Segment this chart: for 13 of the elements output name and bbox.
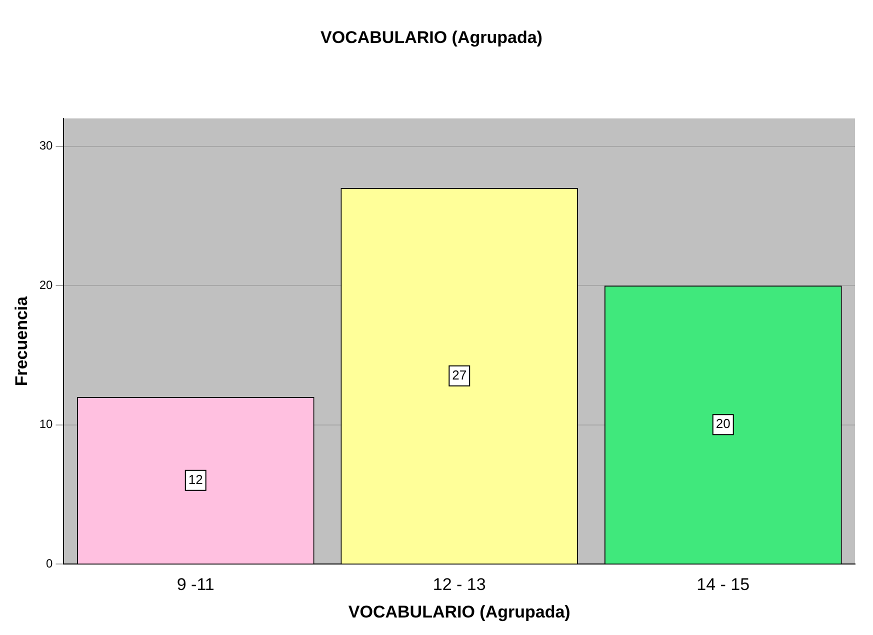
y-tick-label: 0 — [46, 556, 54, 571]
y-axis-title: Frecuencia — [12, 296, 31, 386]
data-label: 12 — [188, 472, 203, 487]
data-label: 27 — [452, 367, 467, 382]
chart-title: VOCABULARIO (Agrupada) — [320, 28, 542, 47]
x-axis-title: VOCABULARIO (Agrupada) — [348, 602, 570, 622]
x-tick-label: 9 -11 — [176, 575, 214, 594]
y-tick-label: 10 — [39, 417, 54, 432]
data-label: 20 — [716, 416, 730, 432]
x-tick-label: 12 - 13 — [432, 575, 486, 594]
y-tick-label: 20 — [39, 278, 54, 292]
x-tick-label: 14 - 15 — [696, 575, 750, 594]
y-tick-label: 30 — [39, 138, 54, 153]
